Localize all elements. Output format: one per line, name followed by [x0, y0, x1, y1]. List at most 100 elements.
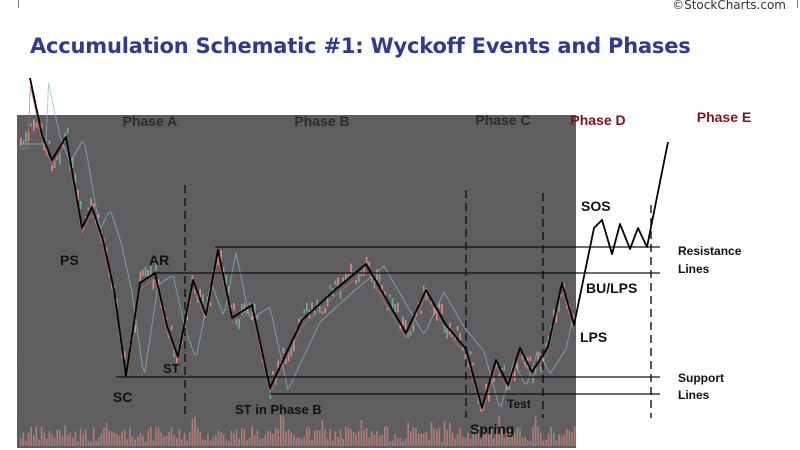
background-volume-bar-17 — [64, 425, 66, 446]
background-volume-bar-146 — [399, 438, 402, 446]
background-volume-bar-133 — [365, 428, 368, 446]
background-candle-73 — [209, 302, 212, 307]
background-candle-121 — [334, 280, 337, 285]
background-volume-bar-14 — [56, 429, 58, 446]
background-volume-bar-112 — [311, 440, 313, 446]
background-candle-169 — [459, 332, 461, 343]
background-candle-37 — [116, 298, 118, 309]
background-candle-204 — [550, 325, 552, 331]
background-volume-bar-197 — [532, 426, 534, 446]
background-volume-bar-194 — [524, 436, 526, 446]
background-volume-bar-182 — [493, 438, 495, 446]
background-candle-98 — [274, 374, 277, 385]
background-volume-bar-19 — [69, 432, 71, 446]
background-candle-137 — [376, 269, 378, 280]
phase-e-label: Phase E — [697, 109, 751, 125]
background-candle-139 — [381, 284, 383, 294]
background-volume-bar-26 — [87, 440, 90, 446]
background-candle-199 — [537, 353, 539, 363]
background-volume-bar-203 — [547, 434, 550, 446]
background-candle-89 — [251, 311, 253, 321]
background-volume-bar-150 — [410, 431, 412, 446]
background-candle-86 — [243, 302, 246, 313]
background-volume-bar-23 — [79, 428, 82, 446]
background-volume-bar-135 — [371, 430, 373, 446]
background-candle-112 — [311, 302, 313, 310]
background-candle-205 — [553, 309, 555, 317]
background-volume-bar-29 — [95, 440, 97, 446]
background-volume-bar-15 — [59, 430, 61, 446]
background-volume-bar-198 — [534, 416, 537, 446]
background-volume-bar-75 — [215, 434, 217, 446]
background-volume-bar-102 — [285, 430, 287, 446]
background-volume-bar-54 — [160, 432, 162, 446]
background-candle-185 — [501, 368, 503, 372]
background-volume-bar-204 — [550, 427, 552, 446]
event-sc-label: SC — [113, 389, 132, 405]
background-candle-190 — [514, 371, 516, 381]
background-volume-bar-27 — [90, 441, 92, 446]
background-volume-bar-32 — [103, 427, 105, 446]
background-candle-148 — [404, 320, 407, 332]
background-candle-143 — [391, 298, 394, 310]
background-volume-bar-90 — [254, 435, 256, 446]
background-volume-bar-91 — [256, 430, 259, 446]
background-volume-bar-114 — [316, 430, 318, 446]
background-volume-bar-25 — [85, 429, 87, 446]
background-candle-146 — [399, 321, 402, 330]
background-candle-168 — [456, 326, 459, 331]
background-volume-bar-59 — [173, 434, 175, 446]
background-volume-bar-47 — [142, 435, 144, 446]
event-ps-label: PS — [60, 252, 79, 268]
background-candle-102 — [285, 359, 287, 364]
background-candle-155 — [423, 285, 425, 293]
background-volume-bar-119 — [329, 429, 331, 446]
background-candle-116 — [321, 311, 324, 315]
phase-d-label: Phase D — [570, 112, 625, 128]
chart-title: Accumulation Schematic #1: Wyckoff Event… — [30, 34, 691, 58]
background-volume-bar-108 — [300, 439, 303, 446]
background-volume-bar-56 — [165, 435, 168, 446]
background-volume-bar-162 — [441, 441, 443, 446]
background-volume-bar-151 — [412, 427, 415, 446]
schematic-price-path — [29, 77, 669, 409]
background-volume-bar-213 — [573, 426, 576, 446]
background-volume-bar-196 — [529, 441, 532, 446]
background-candle-18 — [66, 127, 69, 134]
background-volume-bar-156 — [425, 431, 428, 446]
background-candle-186 — [503, 365, 506, 371]
background-volume-bar-109 — [303, 436, 305, 446]
background-volume-bar-68 — [196, 427, 199, 446]
background-candle-8 — [40, 123, 43, 130]
background-volume-bar-137 — [376, 430, 378, 446]
background-volume-bar-155 — [423, 433, 425, 446]
background-volume-bar-55 — [163, 436, 165, 446]
background-volume-bar-147 — [402, 441, 404, 446]
background-volume-bar-40 — [124, 429, 126, 446]
background-volume-bar-33 — [105, 422, 108, 446]
background-volume-bar-211 — [568, 430, 571, 446]
background-volume-bar-149 — [407, 422, 409, 446]
background-candle-104 — [290, 347, 292, 357]
background-volume-bar-73 — [209, 440, 212, 446]
background-volume-bar-132 — [363, 429, 365, 446]
background-volume-bar-106 — [295, 438, 298, 446]
background-volume-bar-145 — [397, 438, 399, 446]
background-volume-bar-39 — [121, 431, 123, 446]
background-volume-bar-191 — [516, 427, 519, 446]
background-volume-bar-186 — [503, 437, 506, 446]
background-volume-bar-164 — [446, 429, 448, 446]
background-volume-bar-100 — [280, 415, 282, 446]
background-candle-117 — [324, 307, 326, 314]
background-candle-70 — [202, 294, 204, 306]
background-volume-bar-190 — [514, 433, 516, 446]
background-volume-bar-153 — [417, 433, 420, 446]
background-candle-124 — [342, 277, 344, 282]
background-volume-bar-3 — [27, 433, 30, 446]
background-volume-bar-60 — [176, 438, 178, 446]
background-volume-bar-24 — [82, 434, 84, 446]
background-volume-bar-71 — [204, 440, 207, 446]
background-volume-bar-81 — [230, 430, 233, 446]
background-candle-28 — [92, 203, 95, 214]
background-volume-bar-85 — [241, 428, 243, 446]
